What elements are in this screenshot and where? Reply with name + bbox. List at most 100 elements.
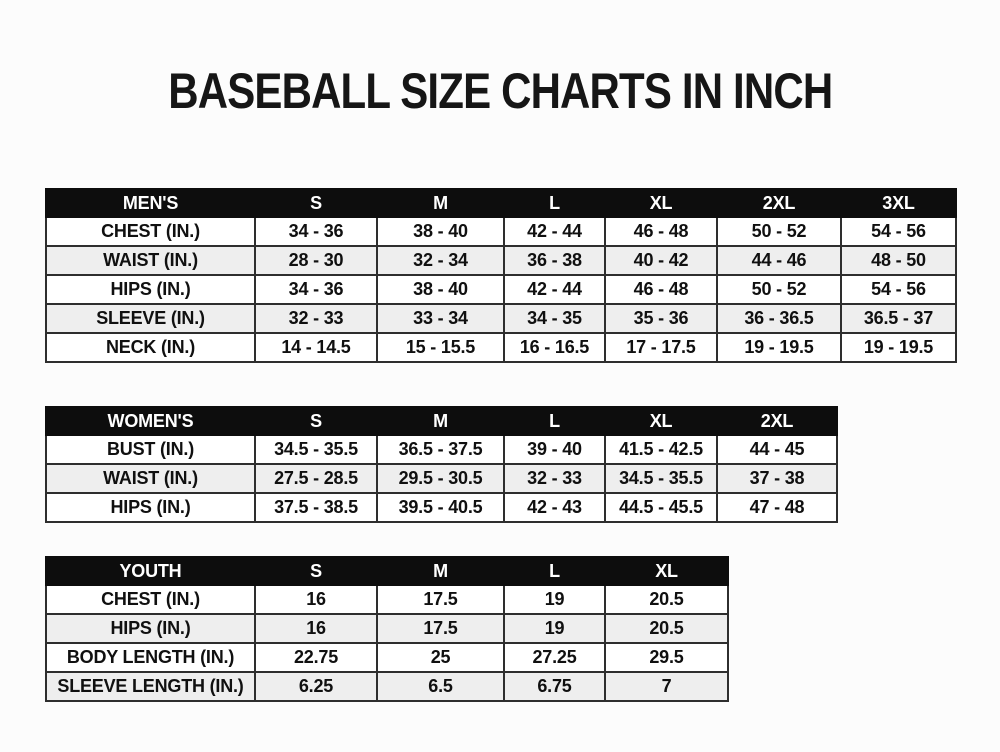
size-value-cell: 39.5 - 40.5 — [376, 492, 505, 523]
measurement-label: HIPS (IN.) — [45, 274, 256, 305]
size-value-cell: 50 - 52 — [716, 274, 842, 305]
size-value-cell: 44.5 - 45.5 — [604, 492, 718, 523]
mens-table-title-cell: MEN'S — [45, 188, 256, 218]
size-value-cell: 35 - 36 — [604, 303, 718, 334]
womens-size-table: WOMEN'S S M L XL 2XL BUST (IN.) 34.5 - 35.5 36.5… — [45, 406, 838, 523]
size-value-cell: 34 - 36 — [254, 216, 378, 247]
size-value-cell: 17 - 17.5 — [604, 332, 718, 363]
table-row: WAIST (IN.) 28 - 30 32 - 34 36 - 38 40 - 42 4… — [45, 245, 957, 276]
measurement-label: SLEEVE LENGTH (IN.) — [45, 671, 256, 702]
size-value-cell: 46 - 48 — [604, 216, 718, 247]
table-row: NECK (IN.) 14 - 14.5 15 - 15.5 16 - 16.5 17 … — [45, 332, 957, 363]
size-value-cell: 33 - 34 — [376, 303, 505, 334]
size-column-header: 3XL — [840, 188, 957, 218]
size-value-cell: 28 - 30 — [254, 245, 378, 276]
size-value-cell: 19 — [503, 584, 606, 615]
measurement-label: HIPS (IN.) — [45, 613, 256, 644]
size-column-header: M — [376, 188, 505, 218]
size-value-cell: 19 - 19.5 — [716, 332, 842, 363]
size-value-cell: 17.5 — [376, 584, 505, 615]
size-value-cell: 42 - 44 — [503, 274, 606, 305]
size-column-header: S — [254, 406, 378, 436]
size-value-cell: 36.5 - 37 — [840, 303, 957, 334]
size-value-cell: 38 - 40 — [376, 216, 505, 247]
size-value-cell: 27.25 — [503, 642, 606, 673]
size-value-cell: 32 - 34 — [376, 245, 505, 276]
youth-header-row: YOUTH S M L XL — [45, 556, 729, 586]
size-column-header: M — [376, 406, 505, 436]
size-value-cell: 29.5 - 30.5 — [376, 463, 505, 494]
measurement-label: HIPS (IN.) — [45, 492, 256, 523]
table-row: CHEST (IN.) 16 17.5 19 20.5 — [45, 584, 729, 615]
size-value-cell: 54 - 56 — [840, 274, 957, 305]
size-value-cell: 37.5 - 38.5 — [254, 492, 378, 523]
size-value-cell: 25 — [376, 642, 505, 673]
size-value-cell: 20.5 — [604, 584, 729, 615]
size-value-cell: 7 — [604, 671, 729, 702]
size-value-cell: 36 - 38 — [503, 245, 606, 276]
size-column-header: 2XL — [716, 406, 838, 436]
mens-header-row: MEN'S S M L XL 2XL 3XL — [45, 188, 957, 218]
size-column-header: S — [254, 188, 378, 218]
size-value-cell: 46 - 48 — [604, 274, 718, 305]
womens-table-title-cell: WOMEN'S — [45, 406, 256, 436]
size-value-cell: 34.5 - 35.5 — [254, 434, 378, 465]
size-value-cell: 19 - 19.5 — [840, 332, 957, 363]
size-value-cell: 16 — [254, 613, 378, 644]
size-value-cell: 38 - 40 — [376, 274, 505, 305]
size-value-cell: 20.5 — [604, 613, 729, 644]
measurement-label: NECK (IN.) — [45, 332, 256, 363]
measurement-label: WAIST (IN.) — [45, 245, 256, 276]
size-value-cell: 16 — [254, 584, 378, 615]
size-value-cell: 54 - 56 — [840, 216, 957, 247]
measurement-label: WAIST (IN.) — [45, 463, 256, 494]
table-row: HIPS (IN.) 16 17.5 19 20.5 — [45, 613, 729, 644]
youth-size-table: YOUTH S M L XL CHEST (IN.) 16 17.5 19 20.5 HIPS (I… — [45, 556, 729, 702]
size-value-cell: 32 - 33 — [503, 463, 606, 494]
size-value-cell: 32 - 33 — [254, 303, 378, 334]
table-row: SLEEVE (IN.) 32 - 33 33 - 34 34 - 35 35 - 36… — [45, 303, 957, 334]
size-value-cell: 16 - 16.5 — [503, 332, 606, 363]
youth-table-title-cell: YOUTH — [45, 556, 256, 586]
size-value-cell: 39 - 40 — [503, 434, 606, 465]
size-value-cell: 50 - 52 — [716, 216, 842, 247]
table-row: CHEST (IN.) 34 - 36 38 - 40 42 - 44 46 - 48 5… — [45, 216, 957, 247]
measurement-label: SLEEVE (IN.) — [45, 303, 256, 334]
size-value-cell: 6.25 — [254, 671, 378, 702]
size-column-header: M — [376, 556, 505, 586]
table-row: HIPS (IN.) 37.5 - 38.5 39.5 - 40.5 42 - 43 4… — [45, 492, 838, 523]
size-column-header: L — [503, 556, 606, 586]
size-value-cell: 6.5 — [376, 671, 505, 702]
size-value-cell: 29.5 — [604, 642, 729, 673]
size-value-cell: 17.5 — [376, 613, 505, 644]
size-value-cell: 34.5 - 35.5 — [604, 463, 718, 494]
size-value-cell: 41.5 - 42.5 — [604, 434, 718, 465]
womens-header-row: WOMEN'S S M L XL 2XL — [45, 406, 838, 436]
size-value-cell: 47 - 48 — [716, 492, 838, 523]
size-value-cell: 19 — [503, 613, 606, 644]
table-row: WAIST (IN.) 27.5 - 28.5 29.5 - 30.5 32 - 33… — [45, 463, 838, 494]
size-value-cell: 37 - 38 — [716, 463, 838, 494]
size-column-header: XL — [604, 556, 729, 586]
size-value-cell: 36.5 - 37.5 — [376, 434, 505, 465]
table-row: SLEEVE LENGTH (IN.) 6.25 6.5 6.75 7 — [45, 671, 729, 702]
page-title-text: BASEBALL SIZE CHARTS IN INCH — [167, 63, 833, 119]
size-value-cell: 44 - 45 — [716, 434, 838, 465]
size-column-header: L — [503, 406, 606, 436]
size-value-cell: 6.75 — [503, 671, 606, 702]
measurement-label: BUST (IN.) — [45, 434, 256, 465]
size-value-cell: 34 - 36 — [254, 274, 378, 305]
size-value-cell: 48 - 50 — [840, 245, 957, 276]
mens-size-table: MEN'S S M L XL 2XL 3XL CHEST (IN.) 34 - 36 38 - 4… — [45, 188, 957, 363]
table-row: BUST (IN.) 34.5 - 35.5 36.5 - 37.5 39 - 40 4… — [45, 434, 838, 465]
size-value-cell: 15 - 15.5 — [376, 332, 505, 363]
size-value-cell: 36 - 36.5 — [716, 303, 842, 334]
size-column-header: S — [254, 556, 378, 586]
table-row: BODY LENGTH (IN.) 22.75 25 27.25 29.5 — [45, 642, 729, 673]
size-column-header: XL — [604, 406, 718, 436]
size-value-cell: 40 - 42 — [604, 245, 718, 276]
size-column-header: 2XL — [716, 188, 842, 218]
size-column-header: XL — [604, 188, 718, 218]
size-value-cell: 27.5 - 28.5 — [254, 463, 378, 494]
